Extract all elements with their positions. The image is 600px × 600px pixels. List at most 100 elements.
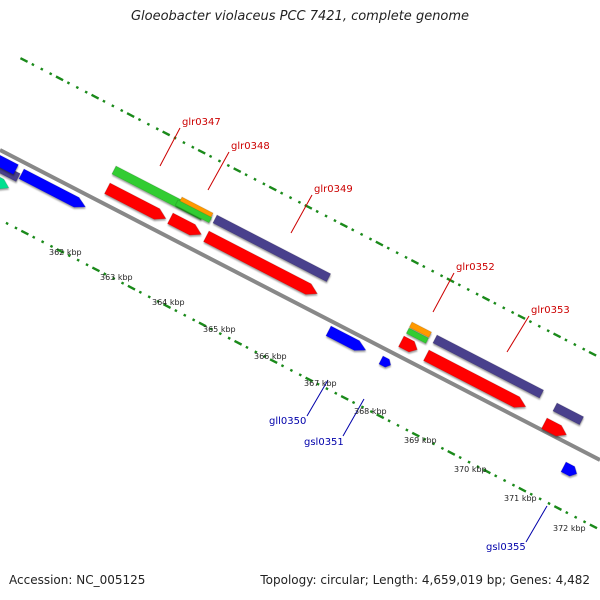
scale-label: 369 kbp xyxy=(404,436,437,445)
reverse-gene-arrow xyxy=(378,355,392,368)
inner-tick xyxy=(32,235,36,239)
inner-tick xyxy=(147,295,151,299)
inner-tick xyxy=(174,309,178,313)
outer-tick xyxy=(55,75,64,82)
outer-tick xyxy=(208,154,213,159)
leader-line xyxy=(207,151,230,191)
accession-label: Accession: NC_005125 xyxy=(9,573,146,587)
inner-tick xyxy=(538,497,542,501)
inner-tick xyxy=(254,350,258,354)
scale-label: 366 kbp xyxy=(254,352,287,361)
outer-tick xyxy=(31,62,35,67)
outer-tick xyxy=(137,118,142,122)
outer-tick xyxy=(439,274,444,278)
feature-tracks xyxy=(0,154,585,477)
scale-label: 365 kbp xyxy=(203,325,236,334)
inner-tick xyxy=(49,244,54,249)
reverse-gene-arrow xyxy=(560,461,578,477)
inner-tick xyxy=(218,331,222,336)
inner-tick xyxy=(476,465,480,469)
forward-gene-label: glr0349 xyxy=(314,184,353,195)
backbone-line xyxy=(0,148,600,462)
inner-tick xyxy=(387,419,391,423)
inner-tick xyxy=(76,258,80,262)
inner-tick-ring xyxy=(5,221,598,530)
forward-cds-arrow xyxy=(203,230,318,295)
reverse-gene-arrow xyxy=(325,325,367,351)
forward-cds-arrow xyxy=(423,349,527,408)
inner-tick xyxy=(529,492,533,496)
inner-tick xyxy=(467,460,471,464)
outer-tick xyxy=(297,200,302,204)
inner-tick xyxy=(112,276,116,281)
outer-tick xyxy=(155,127,159,131)
outer-tick xyxy=(233,167,242,174)
inner-tick xyxy=(334,391,338,395)
outer-tick xyxy=(375,240,384,247)
leader-line xyxy=(432,272,455,313)
inner-tick xyxy=(447,450,456,456)
inner-tick xyxy=(183,313,187,317)
leader-line xyxy=(525,505,548,543)
inner-tick xyxy=(325,387,329,391)
outer-tick xyxy=(19,57,29,63)
inner-tick xyxy=(574,515,578,519)
outer-tick xyxy=(90,93,100,100)
inner-tick xyxy=(14,226,18,230)
inner-tick xyxy=(589,523,598,530)
inner-tick xyxy=(156,299,160,304)
inner-tick xyxy=(431,442,436,446)
inner-tick xyxy=(547,501,551,506)
scale-label: 368 kbp xyxy=(354,407,387,416)
outer-tick xyxy=(386,246,390,250)
outer-tick xyxy=(48,72,53,76)
inner-tick xyxy=(227,336,231,340)
inner-tick xyxy=(127,284,136,291)
outer-tick xyxy=(481,295,491,302)
map-title: Gloeobacter violaceus PCC 7421, complete… xyxy=(130,9,470,24)
feature-purple-bar xyxy=(552,402,585,426)
outer-tick xyxy=(351,228,355,232)
map-labels: 362 kbp 363 kbp 364 kbp 365 kbp 366 kbp 367 k… xyxy=(49,117,586,553)
outer-tick xyxy=(410,259,420,265)
outer-tick xyxy=(244,173,248,177)
outer-tick xyxy=(588,350,597,357)
inner-tick xyxy=(162,303,172,309)
inner-tick xyxy=(440,446,445,451)
outer-tick xyxy=(182,140,186,145)
inner-tick xyxy=(411,431,420,438)
outer-tick xyxy=(510,310,515,315)
scale-label: 370 kbp xyxy=(454,465,487,474)
reverse-gene-label: gsl0355 xyxy=(486,542,526,553)
inner-tick xyxy=(103,272,107,276)
inner-tick xyxy=(482,468,491,475)
outer-tick xyxy=(324,214,328,218)
inner-tick xyxy=(85,263,89,267)
outer-tick xyxy=(40,67,44,71)
inner-tick xyxy=(269,358,278,365)
outer-tick xyxy=(197,148,206,155)
label-leader-lines xyxy=(159,127,548,543)
inner-tick xyxy=(458,455,462,460)
reverse-gene-arrow xyxy=(0,154,19,175)
inner-tick xyxy=(565,510,569,515)
scale-label: 362 kbp xyxy=(49,248,82,257)
inner-tick xyxy=(494,474,498,478)
inner-tick xyxy=(209,327,214,331)
inner-tick xyxy=(40,240,45,244)
inner-tick xyxy=(5,221,9,226)
leader-line xyxy=(506,315,530,353)
genome-backbone xyxy=(0,148,600,463)
inner-tick xyxy=(233,339,243,346)
outer-tick xyxy=(111,104,115,108)
forward-cds-arrow xyxy=(398,335,418,353)
inner-tick xyxy=(56,248,65,254)
inner-tick xyxy=(289,368,294,372)
feature-orange-bar xyxy=(408,321,432,338)
inner-tick xyxy=(582,520,587,524)
leader-line xyxy=(342,398,365,437)
outer-tick-ring xyxy=(19,57,600,359)
inner-tick xyxy=(67,253,71,258)
inner-tick xyxy=(422,437,427,441)
forward-gene-label: glr0353 xyxy=(531,305,570,316)
